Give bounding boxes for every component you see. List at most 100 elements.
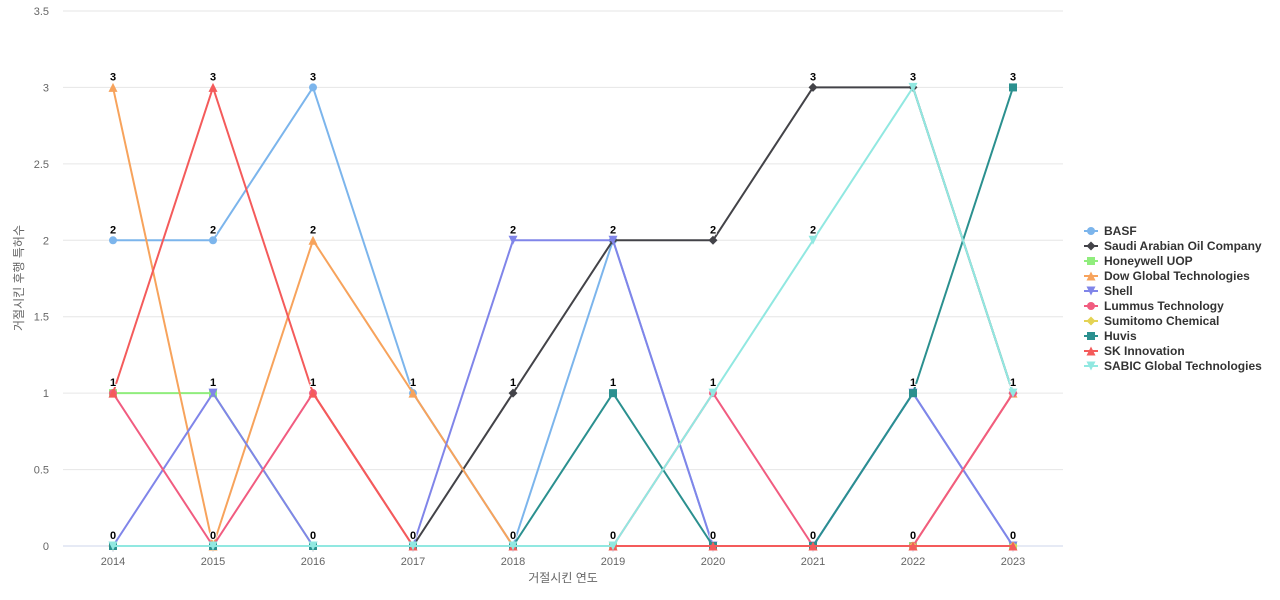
data-point [108, 388, 118, 398]
data-point [209, 236, 217, 245]
data-label: 1 [310, 377, 316, 389]
data-label: 0 [510, 530, 516, 542]
legend-label: Honeywell UOP [1104, 254, 1193, 268]
legend-label: Dow Global Technologies [1104, 269, 1250, 283]
data-point [508, 541, 518, 551]
data-point [808, 541, 818, 551]
data-label: 1 [910, 377, 916, 389]
data-point [108, 82, 118, 92]
legend-item[interactable]: Shell [1084, 284, 1133, 298]
y-tick-label: 3 [43, 82, 49, 94]
legend-item[interactable]: Lummus Technology [1084, 299, 1224, 313]
x-tick-label: 2020 [701, 556, 725, 568]
data-label: 0 [910, 530, 916, 542]
legend-item[interactable]: SK Innovation [1084, 344, 1185, 358]
data-label: 1 [410, 377, 416, 389]
legend-label: Lummus Technology [1104, 299, 1224, 313]
data-point [108, 541, 118, 551]
data-label: 2 [510, 224, 516, 236]
data-point [1008, 388, 1018, 398]
data-label: 3 [210, 71, 216, 83]
data-label: 2 [310, 224, 316, 236]
data-point [608, 541, 618, 551]
data-label: 3 [810, 71, 816, 83]
data-point [1009, 83, 1017, 92]
legend-item[interactable]: Huvis [1084, 329, 1137, 343]
data-point [708, 388, 718, 398]
data-label: 3 [110, 71, 116, 83]
data-label: 0 [310, 530, 316, 542]
legend-label: BASF [1104, 224, 1137, 238]
data-label: 0 [110, 530, 116, 542]
y-tick-label: 2 [43, 235, 49, 247]
data-label: 2 [810, 224, 816, 236]
data-point [708, 541, 718, 551]
legend-item[interactable]: Sumitomo Chemical [1084, 314, 1219, 328]
data-point [908, 82, 918, 92]
data-label: 1 [1010, 377, 1016, 389]
data-point [808, 82, 818, 92]
data-point [208, 82, 218, 92]
legend-label: Shell [1104, 284, 1133, 298]
data-label: 0 [410, 530, 416, 542]
data-point [508, 388, 518, 398]
y-tick-label: 0.5 [34, 465, 49, 477]
y-tick-label: 2.5 [34, 159, 49, 171]
data-label: 3 [310, 71, 316, 83]
legend-symbol [1086, 286, 1096, 296]
data-label: 1 [110, 377, 116, 389]
legend-symbol [1087, 227, 1095, 235]
data-label: 2 [210, 224, 216, 236]
x-tick-label: 2022 [901, 556, 925, 568]
data-point [608, 235, 618, 245]
data-point [908, 541, 918, 551]
legend-symbol [1086, 271, 1096, 281]
data-label: 3 [910, 71, 916, 83]
x-tick-label: 2021 [801, 556, 825, 568]
data-point [308, 388, 318, 398]
data-label: 3 [1010, 71, 1016, 83]
x-axis-title: 거절시킨 연도 [528, 571, 598, 585]
x-tick-label: 2023 [1001, 556, 1025, 568]
data-label: 0 [210, 530, 216, 542]
legend-symbol [1086, 241, 1096, 251]
legend-symbol [1087, 257, 1095, 265]
legend-label: Huvis [1104, 329, 1137, 343]
legend-item[interactable]: SABIC Global Technologies [1084, 359, 1262, 373]
y-tick-label: 3.5 [34, 6, 49, 18]
x-tick-label: 2015 [201, 556, 225, 568]
data-label: 1 [210, 377, 216, 389]
x-tick-label: 2014 [101, 556, 125, 568]
data-label: 2 [610, 224, 616, 236]
data-point [309, 83, 317, 92]
legend-symbol [1087, 302, 1095, 310]
data-point [208, 388, 218, 398]
data-point [308, 235, 318, 245]
legend-symbol [1087, 332, 1095, 340]
data-point [408, 388, 418, 398]
data-label: 2 [110, 224, 116, 236]
data-point [109, 236, 117, 245]
data-label: 0 [610, 530, 616, 542]
series-group [108, 82, 1018, 551]
data-point [308, 541, 318, 551]
legend-label: SK Innovation [1104, 344, 1185, 358]
legend-item[interactable]: BASF [1084, 224, 1137, 238]
legend-symbol [1086, 346, 1096, 356]
data-point [508, 235, 518, 245]
data-point [208, 541, 218, 551]
data-point [1008, 541, 1018, 551]
x-tick-label: 2018 [501, 556, 525, 568]
data-point [808, 235, 818, 245]
legend-symbol [1086, 316, 1096, 326]
legend-item[interactable]: Saudi Arabian Oil Company [1084, 239, 1262, 253]
series-sabic-global-technologies [108, 82, 1018, 551]
legend-item[interactable]: Honeywell UOP [1084, 254, 1193, 268]
legend-label: Sumitomo Chemical [1104, 314, 1219, 328]
legend-label: Saudi Arabian Oil Company [1104, 239, 1262, 253]
data-label: 1 [610, 377, 616, 389]
data-point [609, 389, 617, 398]
legend-symbol [1086, 361, 1096, 371]
legend-item[interactable]: Dow Global Technologies [1084, 269, 1250, 283]
